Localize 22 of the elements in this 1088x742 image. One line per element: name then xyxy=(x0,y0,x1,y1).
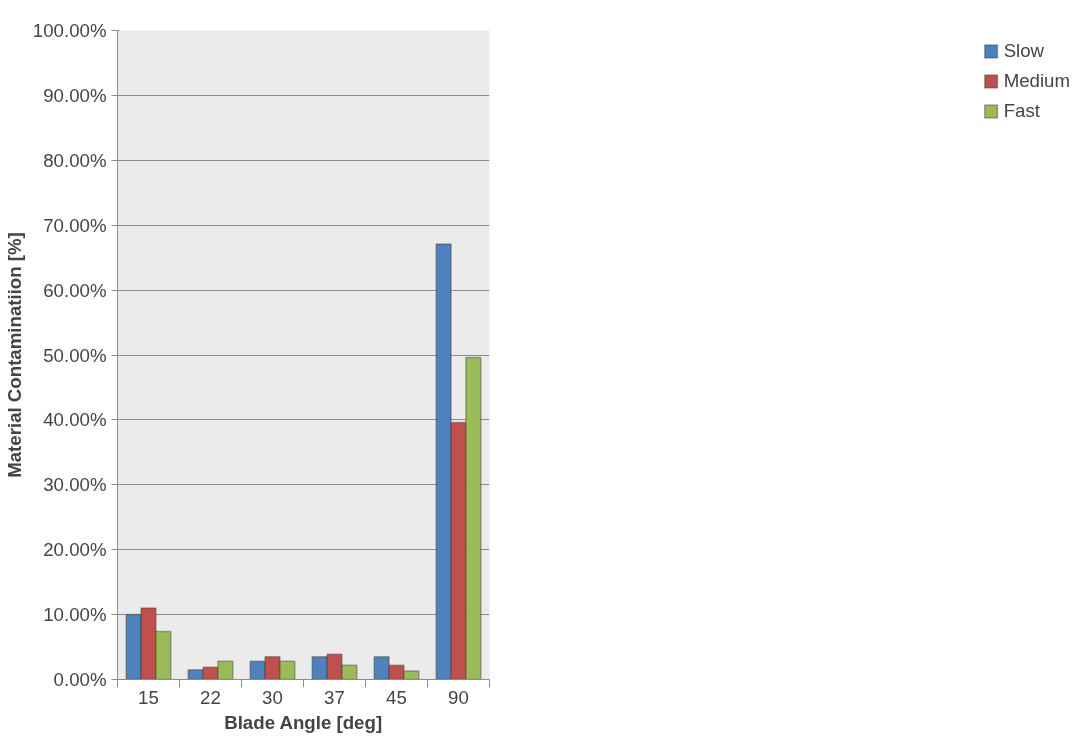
y-tick-label: 40.00% xyxy=(43,409,107,431)
y-tick-label: 30.00% xyxy=(43,474,107,496)
y-tick-label: 60.00% xyxy=(43,279,107,301)
y-tick-label: 20.00% xyxy=(43,539,107,561)
x-tick-label: 37 xyxy=(324,686,345,708)
x-tick-label: 45 xyxy=(386,686,407,708)
legend-label: Slow xyxy=(1003,40,1045,62)
y-tick-label: 80.00% xyxy=(43,149,107,171)
legend-label: Medium xyxy=(1003,70,1070,92)
x-axis-title: Blade Angle [deg] xyxy=(224,711,383,733)
y-tick-label: 0.00% xyxy=(53,669,107,690)
x-tick-label: 22 xyxy=(200,686,221,708)
x-tick-label: 15 xyxy=(138,686,159,708)
y-tick-label: 50.00% xyxy=(43,344,107,366)
y-tick-label: 10.00% xyxy=(43,604,107,626)
y-axis-title: Material Contaminatiion [%] xyxy=(3,232,25,478)
y-tick-label: 100.00% xyxy=(32,20,107,41)
x-tick-label: 30 xyxy=(262,686,283,708)
legend-label: Fast xyxy=(1003,100,1040,122)
y-tick-label: 90.00% xyxy=(43,84,107,106)
y-tick-label: 70.00% xyxy=(43,214,107,236)
x-tick-label: 90 xyxy=(448,686,469,708)
